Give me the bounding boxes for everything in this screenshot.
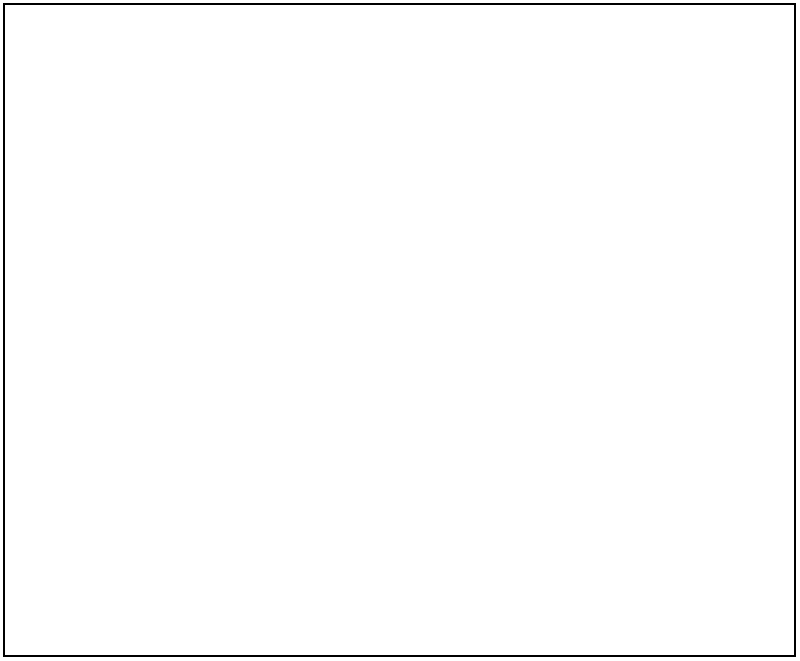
outer-border (3, 3, 796, 657)
